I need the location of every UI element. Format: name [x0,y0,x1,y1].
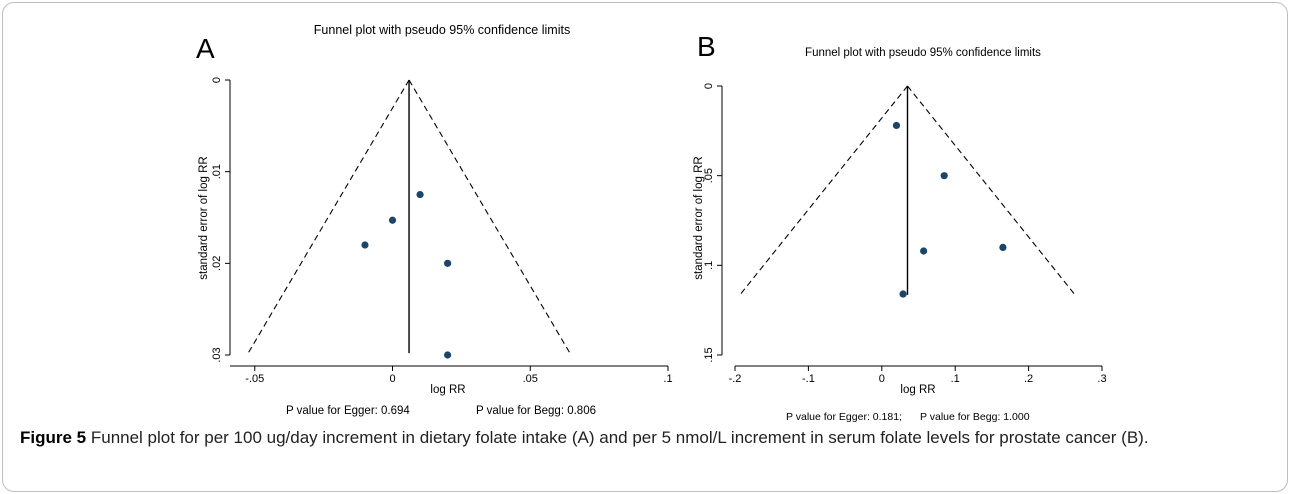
x-tick-label: .1 [951,373,960,385]
y-tick-label: .01 [211,164,223,179]
panel-b-letter: B [697,31,716,62]
panel-a-egger-note: P value for Egger: 0.694 [286,405,410,417]
study-point [444,351,452,359]
y-tick-label: .02 [211,256,223,271]
x-tick-label: 0 [879,373,885,385]
y-tick-label: 0 [211,77,223,83]
panel-b: B Funnel plot with pseudo 95% confidence… [693,31,1107,423]
panel-b-study-points [892,121,1007,298]
y-tick-label: .05 [703,168,715,183]
x-tick-label: 0 [389,373,395,385]
x-tick-label: .05 [523,373,538,385]
panel-a-letter: A [196,33,215,64]
panel-a-left-confidence-limit [247,79,410,354]
figure-caption: Figure 5 Funnel plot for per 100 ug/day … [20,426,1270,450]
x-tick-label: -.05 [245,373,264,385]
study-point [416,190,424,199]
x-tick-label: .2 [1024,373,1033,385]
panel-a-x-label: log RR [430,384,465,396]
y-tick-label: .03 [211,347,223,362]
y-tick-label: .1 [703,261,715,270]
x-tick-label: -.1 [802,373,815,385]
study-point [361,241,369,249]
panel-b-right-confidence-limit [907,85,1076,296]
study-point [892,121,901,130]
x-tick-label: .3 [1097,373,1106,385]
panel-b-title: Funnel plot with pseudo 95% confidence l… [805,47,1041,59]
study-point [899,290,907,298]
panel-b-x-label: log RR [900,384,935,396]
panel-a-begg-note: P value for Begg: 0.806 [476,405,596,417]
panel-b-x-ticks: -.2 -.1 0 .1 .2 .3 [729,366,1107,385]
x-tick-label: .1 [663,373,672,385]
study-point [940,172,948,180]
study-point [999,243,1007,251]
panel-a-y-label: standard error of log RR [198,156,210,279]
panel-a-x-ticks: -.05 0 .05 .1 [245,366,673,385]
panel-a-title: Funnel plot with pseudo 95% confidence l… [314,23,570,37]
y-tick-label: .15 [703,347,715,362]
panel-a: A Funnel plot with pseudo 95% confidence… [196,23,673,417]
study-point [920,247,928,255]
panel-b-left-confidence-limit [739,85,908,296]
figure-caption-text: Funnel plot for per 100 ug/day increment… [90,428,1149,447]
panel-a-y-ticks: 0 .01 .02 .03 [211,77,230,363]
figure-caption-label: Figure 5 [20,428,87,447]
panel-b-y-label: standard error of log RR [693,156,705,279]
study-point [388,216,397,224]
panel-b-y-ticks: 0 .05 .1 .15 [703,83,722,363]
x-tick-label: -.2 [729,373,742,385]
panel-b-egger-note: P value for Egger: 0.181; [786,411,902,423]
panel-a-right-confidence-limit [408,79,571,354]
panel-b-begg-note: P value for Begg: 1.000 [920,411,1030,423]
y-tick-label: 0 [703,83,715,89]
study-point [444,259,452,267]
panel-a-study-points [361,190,452,359]
